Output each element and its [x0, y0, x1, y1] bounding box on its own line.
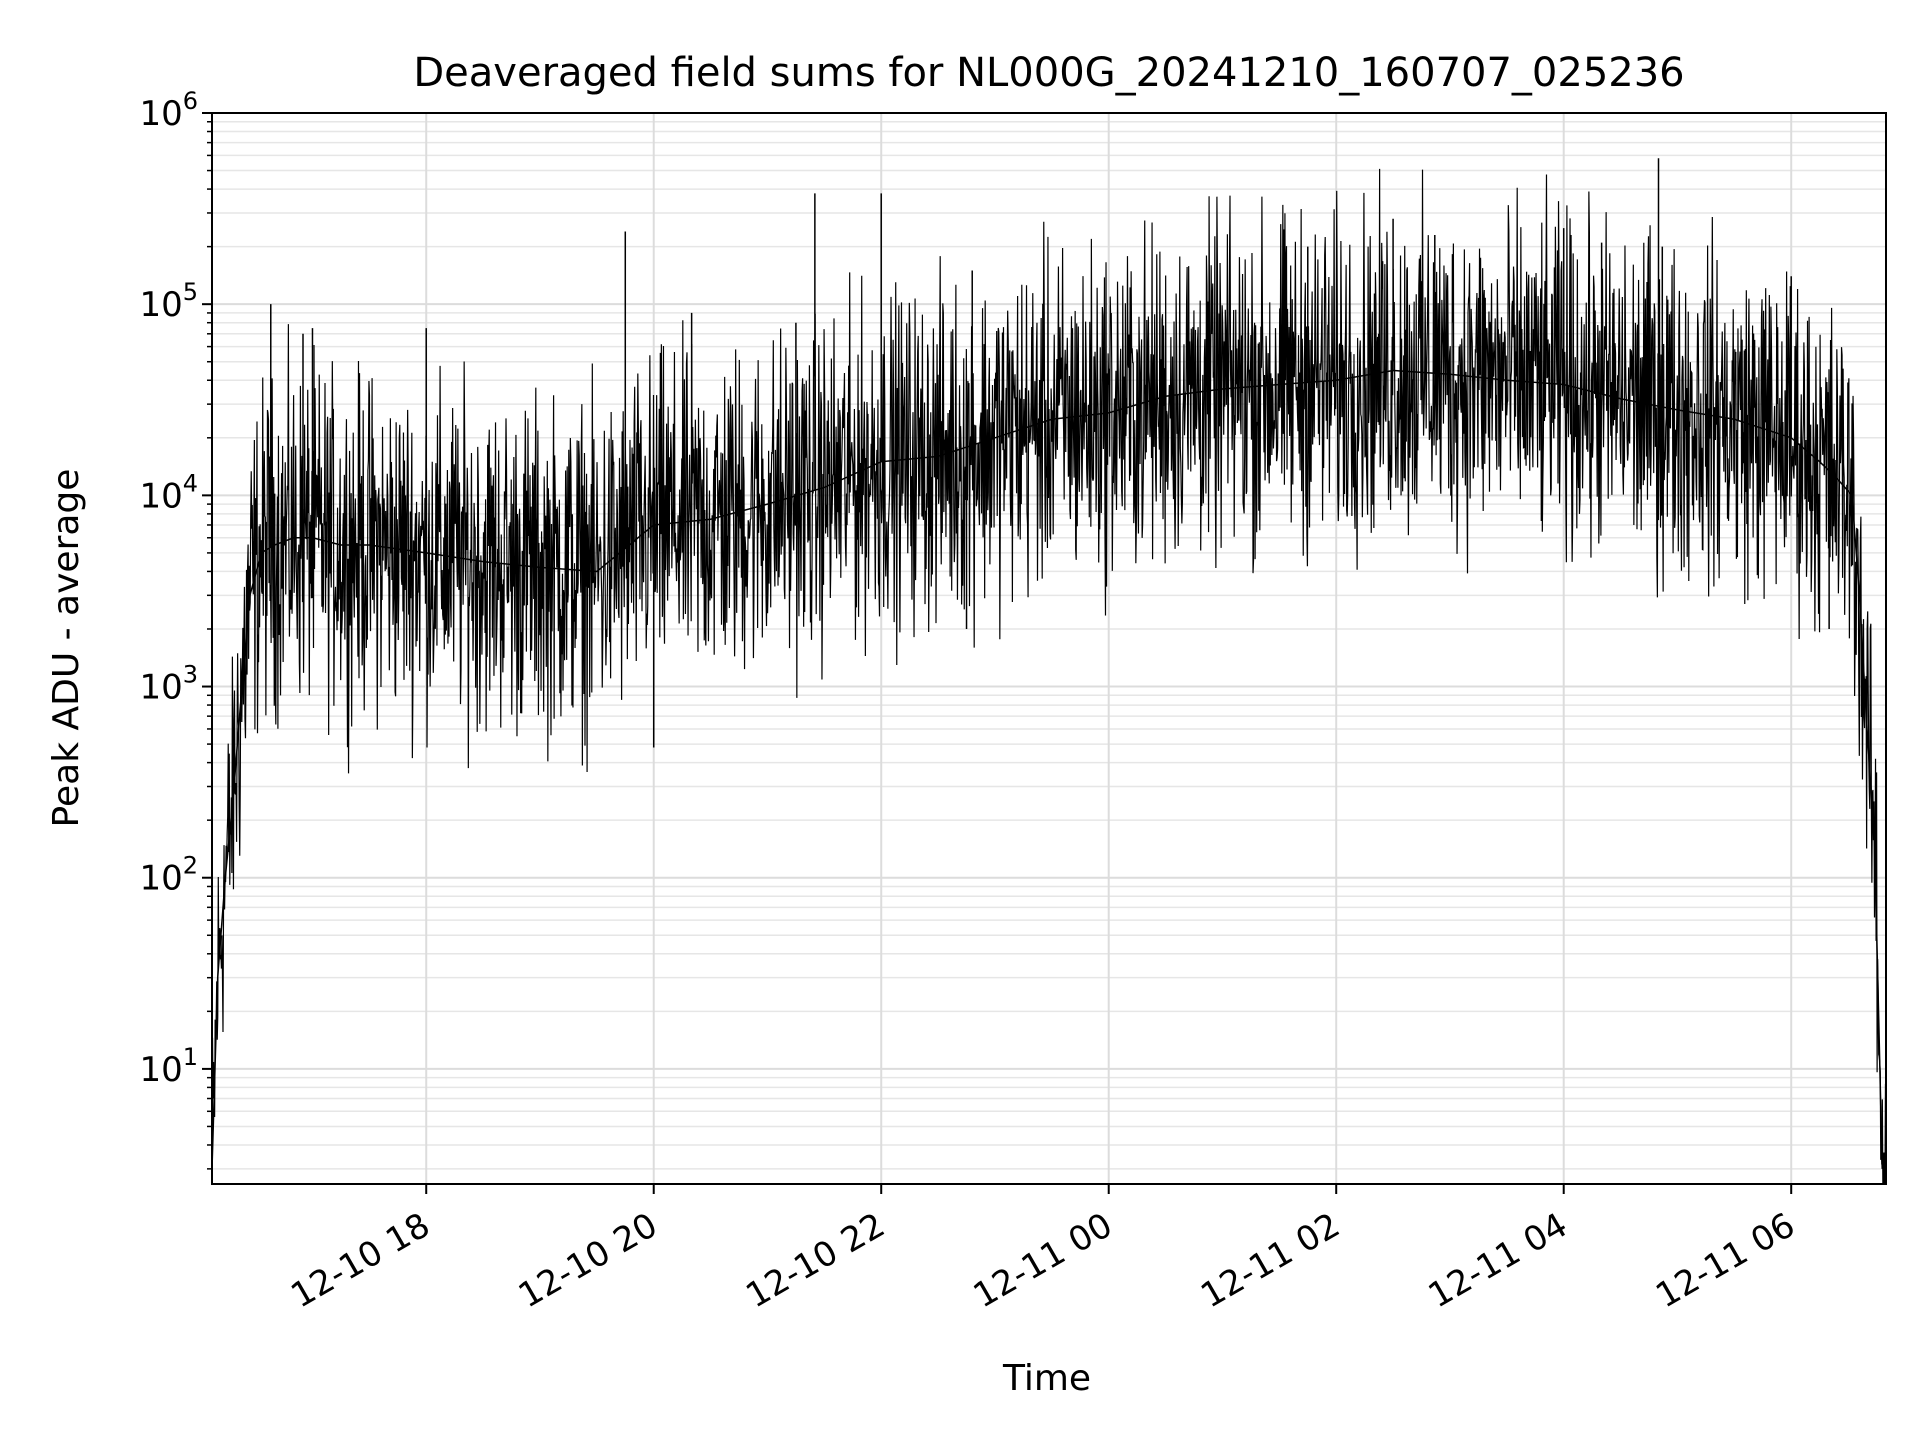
y-tick-label: 106 — [139, 87, 198, 134]
y-tick-label: 104 — [139, 469, 198, 516]
y-axis-label: Peak ADU - average — [46, 469, 87, 828]
y-tick-label: 101 — [139, 1043, 198, 1090]
y-tick-label: 105 — [139, 278, 198, 325]
y-axis-ticks: 101 102 103 104 105 106 — [139, 87, 212, 1170]
y-tick-label: 103 — [139, 661, 198, 708]
axes-frame — [211, 112, 1887, 1185]
x-axis-label: Time — [1002, 1358, 1091, 1399]
chart-title: Deaveraged field sums for NL000G_2024121… — [413, 50, 1684, 96]
y-tick-label: 102 — [139, 852, 198, 899]
series-line — [211, 168, 1887, 1185]
series-layer — [211, 158, 1887, 1185]
